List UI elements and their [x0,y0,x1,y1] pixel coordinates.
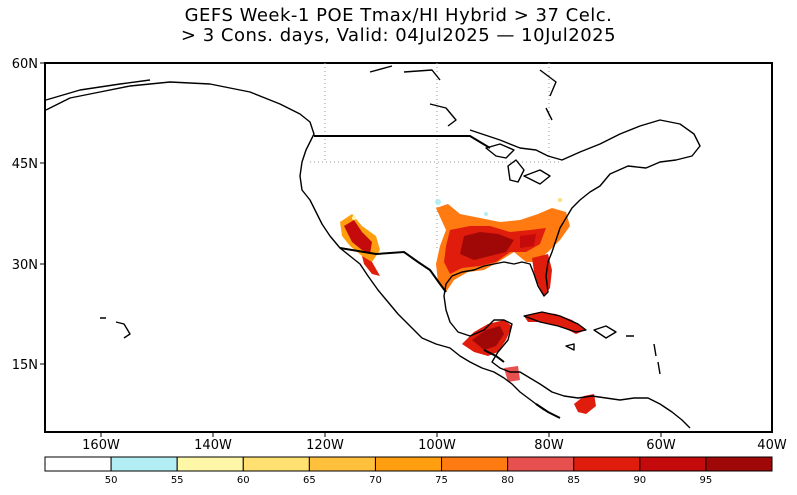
colorbar-tick-label: 60 [237,475,250,486]
colorbar-swatch [308,456,376,472]
colorbar-swatch [573,456,641,472]
colorbar-swatch [639,456,707,472]
lat-label-30n: 30N [12,258,38,273]
lon-label-100w: 100W [418,438,456,453]
lat-label-45n: 45N [12,157,38,172]
longitude-labels: 160W 140W 120W 100W 80W 60W 40W [82,432,787,453]
colorbar-swatch [705,456,773,472]
colorbar-swatch [176,456,244,472]
colorbar-tick-label: 95 [700,475,713,486]
lon-label-80w: 80W [534,438,564,453]
colorbar-tick-label: 50 [105,475,118,486]
map-title: GEFS Week-1 POE Tmax/HI Hybrid > 37 Celc… [0,6,797,46]
lon-label-60w: 60W [646,438,676,453]
colorbar-tick-label: 80 [501,475,514,486]
colorbar-swatch [242,456,310,472]
colorbar-swatch [441,456,509,472]
colorbar-tick-label: 70 [369,475,382,486]
colorbar-tick-label: 65 [303,475,316,486]
colorbar-swatch [44,456,112,472]
heat-shading [340,198,596,414]
borders [314,135,561,419]
colorbar-tick-label: 55 [171,475,184,486]
colorbar-tick-label: 75 [435,475,448,486]
title-line-2: > 3 Cons. days, Valid: 04Jul2025 — 10Jul… [180,25,617,46]
lat-label-15n: 15N [12,358,38,373]
colorbar-tick-label: 90 [633,475,646,486]
lon-label-160w: 160W [82,438,120,453]
lon-label-40w: 40W [757,438,787,453]
colorbar-tick-label: 85 [567,475,580,486]
coastlines [45,65,701,429]
lon-label-140w: 140W [194,438,232,453]
latitude-labels: 60N 45N 30N 15N [12,57,45,373]
colorbar-swatch [374,456,443,472]
title-line-1: GEFS Week-1 POE Tmax/HI Hybrid > 37 Celc… [184,5,613,26]
lon-label-120w: 120W [306,438,344,453]
colorbar-swatch [507,456,575,472]
map-frame [44,62,773,433]
lat-label-60n: 60N [12,57,38,72]
colorbar-swatch [110,456,178,472]
colorbar: 50 55 60 65 70 75 80 85 90 95 [44,456,773,486]
